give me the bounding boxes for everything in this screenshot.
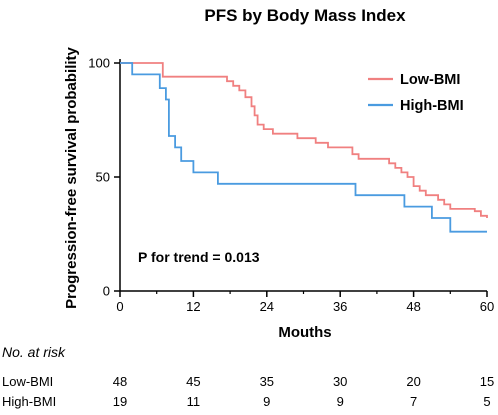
risk-count: 30 <box>333 374 347 389</box>
axes: 0 50 100 0 12 24 36 48 60 <box>88 56 494 315</box>
risk-table-title: No. at risk <box>2 344 66 360</box>
y-axis-label: Progression-free survival probability <box>63 46 80 308</box>
x-tick-label: 48 <box>406 299 420 314</box>
y-tick-label: 0 <box>103 284 110 299</box>
y-tick-label: 50 <box>96 170 110 185</box>
x-axis-label: Mouths <box>278 324 331 341</box>
risk-count: 48 <box>113 374 127 389</box>
chart-title: PFS by Body Mass Index <box>204 6 406 25</box>
x-tick-label: 36 <box>333 299 347 314</box>
legend-label-low-bmi: Low-BMI <box>400 72 460 88</box>
risk-count: 9 <box>337 394 344 409</box>
risk-count: 5 <box>483 394 490 409</box>
p-value-annotation: P for trend = 0.013 <box>138 249 260 265</box>
risk-count: 15 <box>480 374 494 389</box>
risk-table: No. at risk Low-BMI 48 45 35 30 20 15 High-BMI 1… <box>2 344 494 409</box>
series-line-high-bmi <box>120 62 487 233</box>
risk-count: 9 <box>263 394 270 409</box>
risk-count: 19 <box>113 394 127 409</box>
risk-row-label-low-bmi: Low-BMI <box>2 374 53 389</box>
risk-row-label-high-bmi: High-BMI <box>2 394 56 409</box>
x-tick-label: 12 <box>186 299 200 314</box>
risk-count: 11 <box>187 394 201 409</box>
y-tick-label: 100 <box>88 56 110 71</box>
risk-count: 35 <box>260 374 274 389</box>
x-tick-label: 24 <box>260 299 274 314</box>
legend: Low-BMI High-BMI <box>368 72 464 114</box>
series-layer <box>120 62 488 233</box>
legend-label-high-bmi: High-BMI <box>400 98 464 114</box>
series-line-low-bmi <box>120 62 488 218</box>
x-tick-label: 0 <box>116 299 123 314</box>
risk-count: 45 <box>186 374 200 389</box>
risk-count: 20 <box>406 374 420 389</box>
x-tick-label: 60 <box>480 299 494 314</box>
risk-count: 7 <box>410 394 417 409</box>
